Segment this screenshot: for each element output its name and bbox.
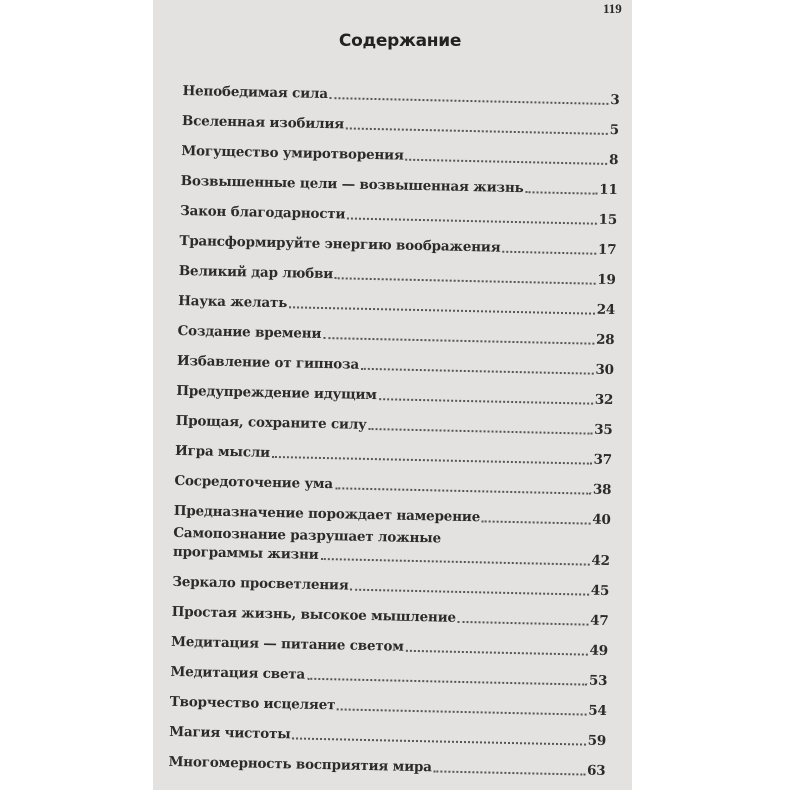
dot-leader <box>292 737 586 746</box>
dot-leader <box>320 557 590 566</box>
dot-leader <box>350 588 589 596</box>
toc-entry-page: 3 <box>610 91 620 109</box>
dot-leader <box>334 277 596 285</box>
toc-entry-page: 54 <box>588 702 607 720</box>
toc-entry-page: 32 <box>594 391 614 409</box>
dot-leader <box>481 520 591 525</box>
toc-entry-title: Создание времени <box>177 322 322 342</box>
dot-leader <box>378 398 593 405</box>
toc-entry-page: 30 <box>595 361 614 379</box>
dot-leader <box>347 217 597 225</box>
page-title: Содержание <box>338 31 462 51</box>
toc-entry-title: Медитация света <box>170 663 306 683</box>
toc-entry-page: 11 <box>599 181 618 199</box>
toc-entry-page: 28 <box>595 331 615 349</box>
toc-entry-page: 24 <box>596 301 616 319</box>
book-page <box>153 0 632 790</box>
toc-entry-page: 17 <box>597 241 617 259</box>
dot-leader <box>433 770 585 776</box>
toc-entry-page: 40 <box>592 511 611 529</box>
dot-leader <box>405 158 607 165</box>
toc-entry-title-continued: программы жизни <box>172 543 319 563</box>
toc-entry-page: 59 <box>587 732 607 750</box>
toc-entry-title: Непобедимая сила <box>182 82 328 103</box>
toc-entry-title: Великий дар любви <box>178 262 334 283</box>
dot-leader <box>323 336 595 345</box>
page-number: 119 <box>603 1 622 16</box>
toc-entry-page: 5 <box>609 121 620 139</box>
toc-entry-title: Магия чистоты <box>168 723 291 743</box>
toc-entry-title: Прощая, сохраните силу <box>175 412 367 433</box>
dot-leader <box>502 250 596 255</box>
toc-entry-page: 38 <box>592 481 612 499</box>
dot-leader <box>405 649 588 656</box>
table-of-contents: Непобедимая сила 3 Вселенная изобилия 5 Могу… <box>168 71 620 781</box>
dot-leader <box>329 97 609 105</box>
toc-entry-title: Наука желать <box>178 292 288 312</box>
toc-entry-page: 45 <box>590 582 610 600</box>
toc-entry-page: 37 <box>593 451 613 469</box>
dot-leader <box>337 708 587 716</box>
toc-entry-page: 47 <box>590 612 609 630</box>
toc-entry-title: Зеркало просветления <box>172 573 349 594</box>
toc-entry-page: 42 <box>591 552 610 570</box>
toc-entry-page: 15 <box>598 211 618 229</box>
toc-entry-title: Вселенная изобилия <box>181 112 345 133</box>
dot-leader <box>457 620 589 626</box>
dot-leader <box>306 677 587 686</box>
dot-leader <box>345 127 608 135</box>
toc-entry-page: 53 <box>588 672 608 690</box>
toc-entry-page: 49 <box>589 642 609 660</box>
toc-entry-title: Закон благодарности <box>179 202 346 223</box>
dot-leader <box>334 487 591 495</box>
toc-entry-title: Игра мысли <box>174 442 271 461</box>
toc-entry-title: Сосредоточение ума <box>174 472 334 493</box>
toc-entry-page: 8 <box>608 151 619 169</box>
dot-leader <box>525 191 598 195</box>
toc-entry-page: 35 <box>594 421 613 439</box>
dot-leader <box>360 367 594 375</box>
dot-leader <box>368 427 593 435</box>
toc-entry-page: 19 <box>597 271 616 289</box>
toc-entry-page: 63 <box>586 762 606 779</box>
toc-entry-title: Избавление от гипноза <box>176 352 360 373</box>
toc-entry-title: Творчество исцеляет <box>169 693 336 714</box>
